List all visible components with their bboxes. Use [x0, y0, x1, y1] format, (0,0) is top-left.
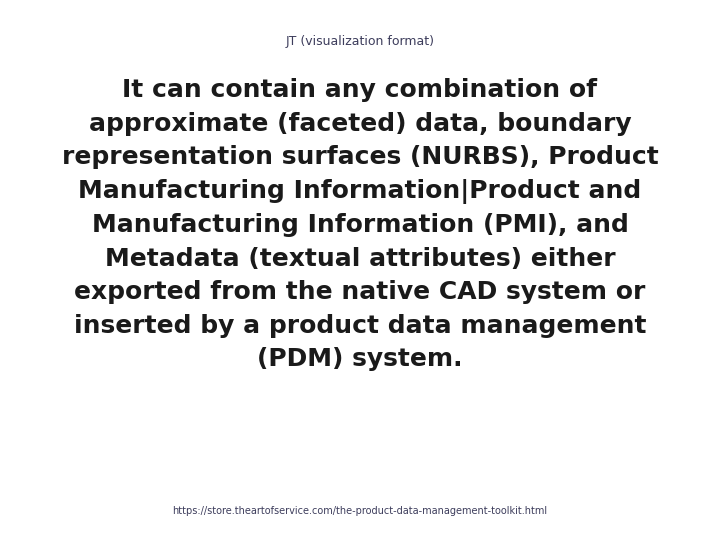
Text: JT (visualization format): JT (visualization format) — [286, 35, 434, 48]
Text: https://store.theartofservice.com/the-product-data-management-toolkit.html: https://store.theartofservice.com/the-pr… — [172, 505, 548, 516]
Text: It can contain any combination of
approximate (faceted) data, boundary
represent: It can contain any combination of approx… — [62, 78, 658, 372]
